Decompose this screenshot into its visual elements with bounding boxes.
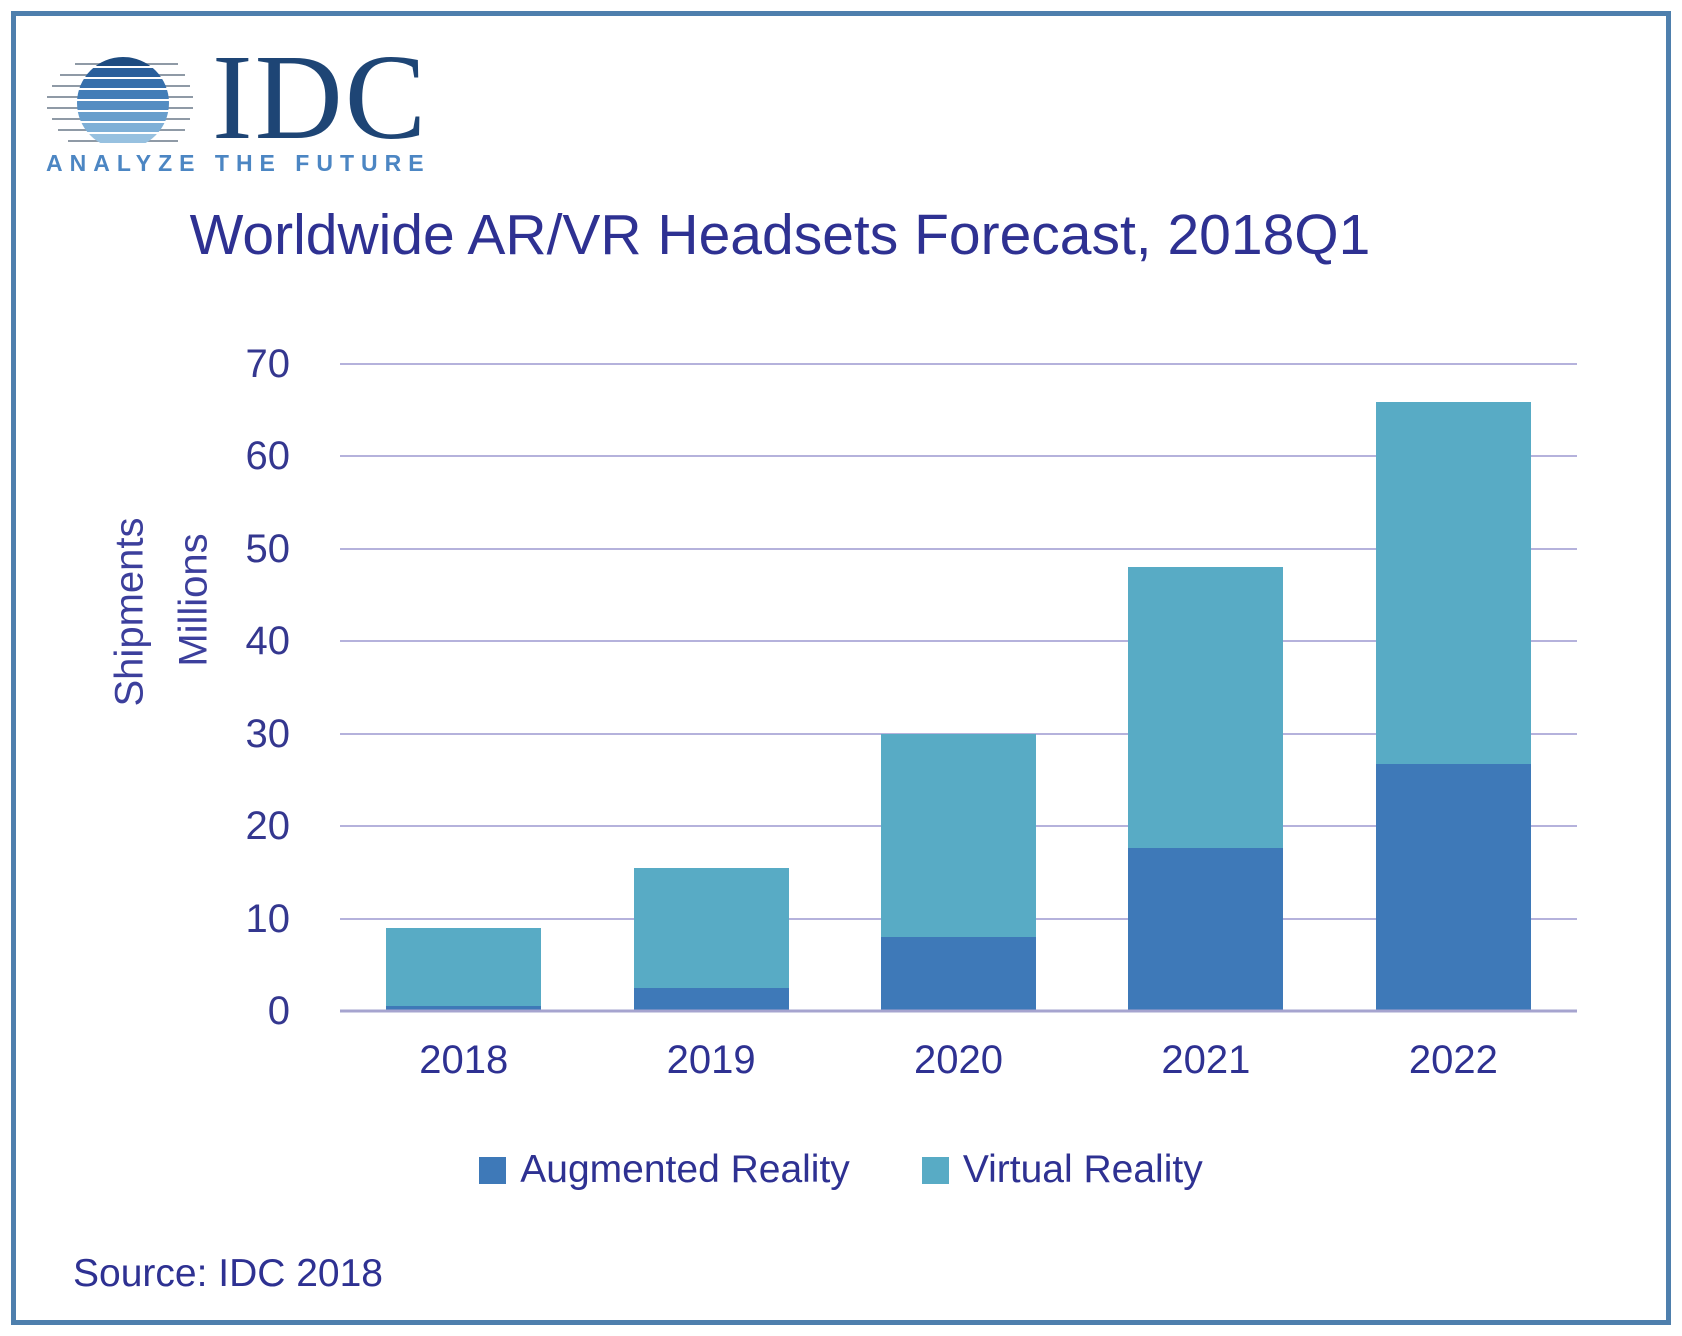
legend-item-augmented-reality: Augmented Reality: [479, 1148, 850, 1192]
source-note: Source: IDC 2018: [73, 1252, 384, 1295]
y-tick-40: 40: [245, 619, 291, 664]
idc-globe-icon: [47, 57, 193, 143]
bar-2020-virtual-reality-segment: [881, 733, 1036, 938]
gridline-0: [340, 1009, 1577, 1013]
gridline-60: [340, 455, 1577, 458]
x-label-2021: 2021: [1161, 1038, 1251, 1082]
y-axis-label-shipments: Shipments: [107, 517, 152, 707]
x-label-2019: 2019: [666, 1038, 756, 1082]
y-tick-70: 70: [245, 342, 291, 386]
x-axis-labels: 2018 2019 2020 2021 2022: [340, 1038, 1577, 1083]
bar-2018-augmented-reality-segment: [386, 1006, 542, 1011]
idc-logo-tagline: ANALYZE THE FUTURE: [46, 150, 431, 176]
bar-slot-2019: [587, 364, 834, 1011]
y-tick-0: 0: [267, 989, 290, 1033]
plot-area: [340, 363, 1577, 1013]
bar-2021: [1128, 567, 1284, 1011]
y-tick-10: 10: [245, 896, 291, 941]
gridline-50: [340, 547, 1577, 550]
idc-logo-text: IDC: [212, 30, 429, 165]
chart-legend: Augmented Reality Virtual Reality: [0, 1148, 1682, 1192]
bar-2019: [633, 867, 789, 1011]
x-label-2018: 2018: [419, 1038, 509, 1082]
bar-2021-augmented-reality-segment: [1128, 848, 1284, 1011]
legend-item-virtual-reality: Virtual Reality: [921, 1148, 1203, 1192]
gridline-70: [340, 363, 1577, 365]
y-tick-20: 20: [245, 804, 291, 849]
legend-label-augmented-reality: Augmented Reality: [520, 1148, 850, 1191]
bar-2020-augmented-reality-segment: [881, 937, 1036, 1011]
y-tick-60: 60: [245, 434, 291, 479]
x-label-2020: 2020: [914, 1038, 1003, 1082]
bar-2019-augmented-reality-segment: [633, 987, 789, 1011]
gridline-40: [340, 640, 1577, 643]
bar-2020: [881, 733, 1036, 1011]
x-label-2022: 2022: [1408, 1038, 1498, 1082]
bar-slot-2018: [340, 364, 587, 1011]
legend-swatch-augmented-reality: [479, 1156, 507, 1184]
y-tick-50: 50: [245, 526, 291, 571]
y-axis-tick-labels: 0 10 20 30 40 50 60 70: [200, 344, 291, 1031]
bar-2022: [1375, 401, 1531, 1011]
legend-swatch-virtual-reality: [921, 1156, 949, 1184]
bar-2022-augmented-reality-segment: [1375, 764, 1531, 1011]
bar-slot-2020: [835, 364, 1082, 1011]
bar-slot-2021: [1082, 364, 1329, 1011]
bar-2022-virtual-reality-segment: [1375, 401, 1531, 765]
bar-2018-virtual-reality-segment: [386, 927, 542, 1007]
bar-2019-virtual-reality-segment: [633, 867, 789, 988]
legend-label-virtual-reality: Virtual Reality: [962, 1148, 1203, 1191]
bar-slot-2022: [1330, 364, 1577, 1011]
bar-2018: [386, 927, 542, 1011]
bars-layer: [340, 364, 1577, 1011]
y-tick-30: 30: [245, 711, 291, 756]
bar-2021-virtual-reality-segment: [1128, 567, 1284, 849]
chart-title: Worldwide AR/VR Headsets Forecast, 2018Q…: [189, 203, 1371, 267]
gridline-30: [340, 732, 1577, 735]
